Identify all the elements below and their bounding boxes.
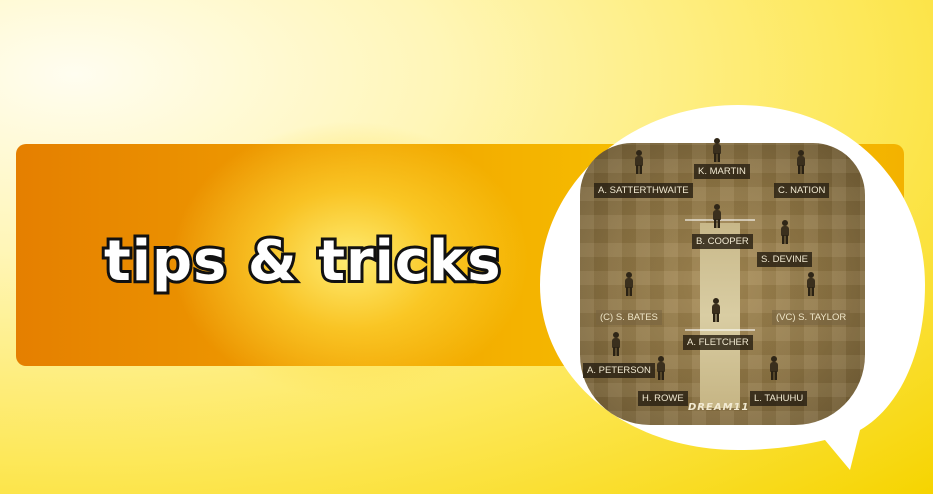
player-label: (VC) S. TAYLOR [772,310,851,325]
player-figure [655,356,667,380]
player-label: A. FLETCHER [683,335,753,350]
crease-line [685,219,755,221]
player-figure [711,138,723,162]
player-label: (C) S. BATES [596,310,662,325]
crease-line [685,329,755,331]
player-figure [711,204,723,228]
player-label: C. NATION [774,183,830,198]
player-figure [610,332,622,356]
headline: tips & tricks [101,226,504,297]
player-figure [633,150,645,174]
player-figure [805,272,817,296]
player-label: A. PETERSON [583,363,655,378]
brand-logo: DREAM11 [688,402,750,413]
player-figure [779,220,791,244]
player-figure [710,298,722,322]
player-label: A. SATTERTHWAITE [594,183,693,198]
player-figure [623,272,635,296]
player-label: B. COOPER [692,234,753,249]
player-label: K. MARTIN [694,164,750,179]
player-label: H. ROWE [638,391,688,406]
player-figure [768,356,780,380]
player-label: S. DEVINE [757,252,812,267]
player-label: L. TAHUHU [750,391,808,406]
player-figure [795,150,807,174]
pitch-strip [700,223,740,408]
